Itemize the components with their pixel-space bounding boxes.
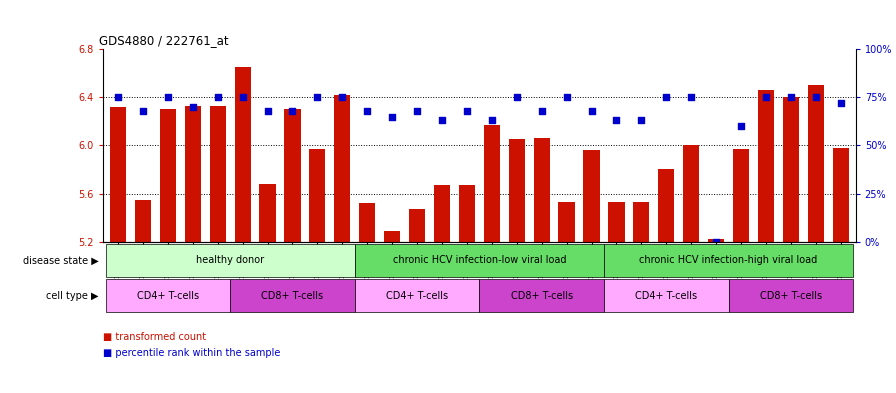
Bar: [459, 185, 475, 242]
Bar: [359, 203, 375, 242]
Point: [734, 123, 748, 129]
Point: [609, 117, 624, 123]
Bar: [608, 202, 625, 242]
Point: [236, 94, 250, 100]
Point: [136, 108, 151, 114]
Bar: [533, 138, 550, 242]
Point: [460, 108, 474, 114]
Text: cell type ▶: cell type ▶: [46, 291, 99, 301]
Bar: [185, 106, 201, 242]
Bar: [509, 140, 525, 242]
Bar: [210, 106, 226, 242]
Point: [659, 94, 674, 100]
Point: [211, 94, 225, 100]
Bar: [235, 67, 251, 242]
Bar: [134, 200, 151, 242]
Bar: [409, 209, 426, 242]
Point: [808, 94, 823, 100]
Text: healthy donor: healthy donor: [196, 255, 264, 265]
Point: [385, 113, 400, 119]
Point: [709, 239, 723, 245]
Bar: [604, 279, 728, 312]
Bar: [807, 85, 824, 242]
Point: [160, 94, 175, 100]
Point: [759, 94, 773, 100]
Text: CD8+ T-cells: CD8+ T-cells: [511, 291, 573, 301]
Text: CD8+ T-cells: CD8+ T-cells: [262, 291, 323, 301]
Bar: [633, 202, 650, 242]
Text: ■ transformed count: ■ transformed count: [103, 332, 206, 342]
Bar: [334, 95, 350, 242]
Text: CD4+ T-cells: CD4+ T-cells: [635, 291, 697, 301]
Point: [634, 117, 649, 123]
Point: [435, 117, 449, 123]
Text: GDS4880 / 222761_at: GDS4880 / 222761_at: [99, 33, 228, 46]
Point: [335, 94, 349, 100]
Bar: [230, 279, 355, 312]
Bar: [355, 279, 479, 312]
Bar: [106, 244, 355, 277]
Point: [584, 108, 599, 114]
Point: [833, 100, 848, 106]
Bar: [659, 169, 675, 242]
Text: CD4+ T-cells: CD4+ T-cells: [137, 291, 199, 301]
Bar: [728, 279, 853, 312]
Bar: [583, 150, 599, 242]
Bar: [260, 184, 276, 242]
Text: chronic HCV infection-high viral load: chronic HCV infection-high viral load: [640, 255, 818, 265]
Bar: [355, 244, 604, 277]
Bar: [384, 231, 401, 242]
Bar: [284, 109, 300, 242]
Point: [261, 108, 275, 114]
Bar: [758, 90, 774, 242]
Bar: [434, 185, 450, 242]
Bar: [479, 279, 604, 312]
Point: [510, 94, 524, 100]
Bar: [832, 148, 849, 242]
Bar: [604, 244, 853, 277]
Point: [285, 108, 299, 114]
Point: [310, 94, 324, 100]
Text: CD8+ T-cells: CD8+ T-cells: [760, 291, 822, 301]
Bar: [484, 125, 500, 242]
Bar: [110, 107, 126, 242]
Text: disease state ▶: disease state ▶: [22, 255, 99, 265]
Text: ■ percentile rank within the sample: ■ percentile rank within the sample: [103, 348, 280, 358]
Bar: [159, 109, 176, 242]
Point: [409, 108, 424, 114]
Point: [535, 108, 549, 114]
Point: [684, 94, 698, 100]
Bar: [733, 149, 749, 242]
Point: [784, 94, 798, 100]
Bar: [708, 239, 724, 242]
Bar: [783, 97, 799, 242]
Text: CD4+ T-cells: CD4+ T-cells: [386, 291, 448, 301]
Point: [111, 94, 125, 100]
Bar: [106, 279, 230, 312]
Point: [185, 104, 200, 110]
Bar: [309, 149, 325, 242]
Text: chronic HCV infection-low viral load: chronic HCV infection-low viral load: [392, 255, 566, 265]
Point: [559, 94, 573, 100]
Bar: [683, 145, 699, 242]
Point: [485, 117, 499, 123]
Bar: [558, 202, 574, 242]
Point: [360, 108, 375, 114]
